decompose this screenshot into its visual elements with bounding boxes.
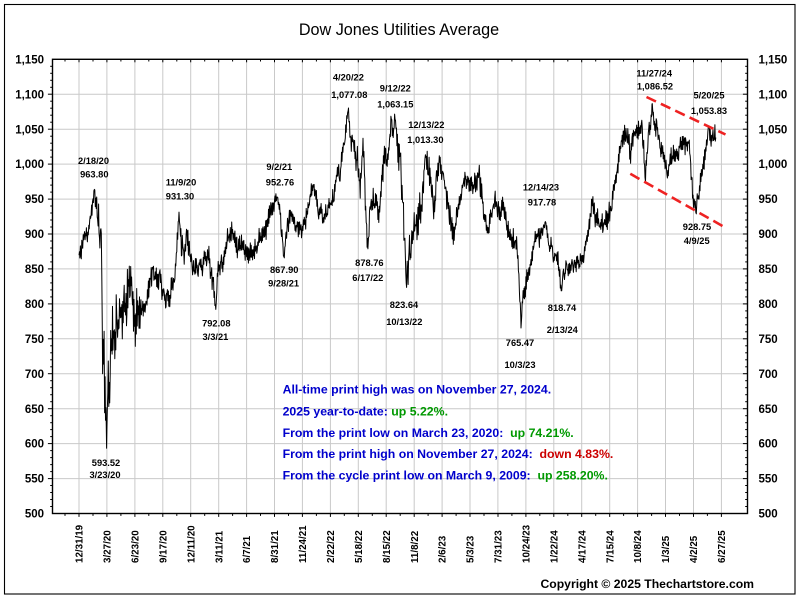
svg-text:818.74: 818.74 — [548, 303, 577, 313]
svg-text:1,053.83: 1,053.83 — [691, 106, 727, 116]
svg-text:792.08: 792.08 — [202, 319, 230, 329]
svg-text:9/2/21: 9/2/21 — [266, 162, 292, 172]
svg-text:5/18/22: 5/18/22 — [354, 530, 365, 563]
svg-text:2/22/22: 2/22/22 — [326, 530, 337, 563]
svg-text:10/8/24: 10/8/24 — [633, 530, 644, 563]
svg-text:3/3/21: 3/3/21 — [202, 332, 228, 342]
svg-text:550: 550 — [25, 474, 44, 486]
svg-text:1,150: 1,150 — [15, 54, 44, 66]
svg-text:4/20/22: 4/20/22 — [333, 73, 364, 83]
svg-text:8/31/21: 8/31/21 — [270, 530, 281, 563]
svg-text:823.64: 823.64 — [390, 300, 419, 310]
svg-text:6/23/20: 6/23/20 — [131, 530, 142, 563]
svg-text:5/20/25: 5/20/25 — [693, 90, 724, 100]
svg-text:6/27/25: 6/27/25 — [717, 530, 728, 563]
svg-text:2025 year-to-date: up 5.22%.: 2025 year-to-date: up 5.22%. — [283, 404, 448, 418]
svg-text:8/15/22: 8/15/22 — [382, 530, 393, 563]
svg-text:878.76: 878.76 — [355, 258, 383, 268]
svg-text:11/8/22: 11/8/22 — [410, 530, 421, 563]
svg-text:850: 850 — [759, 264, 778, 276]
svg-text:2/13/24: 2/13/24 — [547, 325, 579, 335]
svg-text:700: 700 — [759, 369, 778, 381]
svg-text:650: 650 — [25, 404, 44, 416]
svg-text:765.47: 765.47 — [506, 338, 534, 348]
svg-text:4/2/25: 4/2/25 — [689, 535, 700, 563]
svg-text:750: 750 — [25, 334, 44, 346]
svg-text:12/11/20: 12/11/20 — [186, 525, 197, 563]
svg-text:1,013.30: 1,013.30 — [407, 135, 443, 145]
svg-text:12/13/22: 12/13/22 — [408, 120, 444, 130]
svg-text:550: 550 — [759, 474, 778, 486]
svg-text:950: 950 — [25, 194, 44, 206]
svg-text:1,086.52: 1,086.52 — [637, 81, 673, 91]
svg-text:931.30: 931.30 — [166, 192, 194, 202]
svg-text:4/9/25: 4/9/25 — [684, 236, 710, 246]
svg-text:867.90: 867.90 — [270, 265, 298, 275]
svg-text:1/3/25: 1/3/25 — [661, 535, 672, 563]
svg-text:3/27/20: 3/27/20 — [103, 530, 114, 563]
svg-text:9/17/20: 9/17/20 — [158, 530, 169, 563]
svg-text:12/31/19: 12/31/19 — [75, 524, 86, 563]
svg-text:4/17/24: 4/17/24 — [577, 530, 588, 563]
svg-text:600: 600 — [25, 439, 44, 451]
svg-text:900: 900 — [759, 229, 778, 241]
svg-text:750: 750 — [759, 334, 778, 346]
svg-text:1,000: 1,000 — [759, 159, 788, 171]
svg-text:1,050: 1,050 — [15, 124, 44, 136]
svg-text:800: 800 — [759, 299, 778, 311]
svg-text:11/27/24: 11/27/24 — [636, 68, 673, 78]
svg-text:12/14/23: 12/14/23 — [523, 183, 559, 193]
svg-text:Dow Jones Utilities Average: Dow Jones Utilities Average — [299, 21, 499, 39]
svg-text:3/23/20: 3/23/20 — [89, 470, 120, 480]
svg-text:10/13/22: 10/13/22 — [386, 317, 422, 327]
svg-text:2/18/20: 2/18/20 — [78, 156, 109, 166]
svg-text:800: 800 — [25, 299, 44, 311]
svg-text:1,000: 1,000 — [15, 159, 44, 171]
svg-text:928.75: 928.75 — [683, 222, 711, 232]
svg-text:1/22/24: 1/22/24 — [550, 530, 561, 563]
svg-text:10/24/23: 10/24/23 — [522, 524, 533, 563]
svg-text:7/31/23: 7/31/23 — [494, 530, 505, 563]
svg-text:600: 600 — [759, 439, 778, 451]
svg-text:7/15/24: 7/15/24 — [605, 530, 616, 563]
svg-text:500: 500 — [759, 509, 778, 521]
svg-text:Copyright © 2025 Thechartstore: Copyright © 2025 Thechartstore.com — [540, 577, 754, 591]
svg-text:From the print high on Novembe: From the print high on November 27, 2024… — [283, 447, 614, 461]
svg-text:11/24/21: 11/24/21 — [298, 525, 309, 563]
svg-text:1,063.15: 1,063.15 — [377, 99, 413, 109]
svg-text:593.52: 593.52 — [92, 458, 120, 468]
svg-text:950: 950 — [759, 194, 778, 206]
svg-text:From the cycle print low on Ma: From the cycle print low on March 9, 200… — [283, 468, 608, 482]
svg-text:9/28/21: 9/28/21 — [268, 279, 299, 289]
svg-text:1,050: 1,050 — [759, 124, 788, 136]
svg-text:1,100: 1,100 — [15, 89, 44, 101]
svg-text:850: 850 — [25, 264, 44, 276]
svg-text:6/7/21: 6/7/21 — [242, 535, 253, 563]
svg-text:All-time print high was on Nov: All-time print high was on November 27, … — [283, 382, 552, 396]
svg-text:3/11/21: 3/11/21 — [214, 530, 225, 563]
svg-text:9/12/22: 9/12/22 — [380, 84, 411, 94]
svg-text:952.76: 952.76 — [266, 178, 294, 188]
svg-text:6/17/22: 6/17/22 — [352, 273, 383, 283]
svg-text:10/3/23: 10/3/23 — [504, 360, 535, 370]
svg-text:963.80: 963.80 — [80, 170, 108, 180]
svg-text:From the print low on March 23: From the print low on March 23, 2020: up… — [283, 426, 574, 440]
svg-text:2/6/23: 2/6/23 — [438, 535, 449, 563]
svg-text:11/9/20: 11/9/20 — [166, 178, 197, 188]
svg-text:700: 700 — [25, 369, 44, 381]
svg-text:917.78: 917.78 — [528, 198, 556, 208]
svg-text:500: 500 — [25, 509, 44, 521]
svg-text:1,150: 1,150 — [759, 54, 788, 66]
svg-text:650: 650 — [759, 404, 778, 416]
svg-text:1,100: 1,100 — [759, 89, 788, 101]
svg-text:5/3/23: 5/3/23 — [466, 535, 477, 563]
svg-text:900: 900 — [25, 229, 44, 241]
svg-text:1,077.08: 1,077.08 — [331, 90, 367, 100]
